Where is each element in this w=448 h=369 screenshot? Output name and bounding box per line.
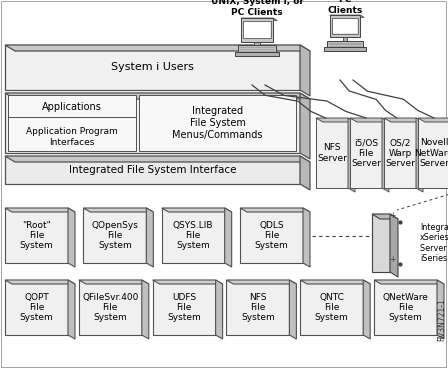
- Polygon shape: [68, 280, 75, 339]
- Text: PC
Clients: PC Clients: [327, 0, 362, 15]
- Bar: [254, 42, 259, 45]
- Polygon shape: [316, 118, 355, 122]
- Polygon shape: [5, 93, 310, 99]
- Bar: [316, 118, 348, 188]
- Polygon shape: [142, 280, 149, 339]
- Polygon shape: [224, 208, 232, 267]
- Polygon shape: [289, 280, 297, 339]
- Bar: [139, 95, 296, 151]
- Polygon shape: [226, 280, 297, 284]
- Text: +: +: [389, 255, 395, 264]
- Bar: [384, 118, 416, 188]
- Text: Integrated
File System
Menus/Commands: Integrated File System Menus/Commands: [172, 106, 263, 139]
- Polygon shape: [330, 15, 364, 17]
- Bar: [238, 45, 276, 52]
- Bar: [226, 280, 289, 335]
- Bar: [5, 156, 300, 184]
- Bar: [372, 214, 390, 272]
- Polygon shape: [300, 45, 310, 96]
- Text: Application Program
Interfaces: Application Program Interfaces: [26, 127, 118, 147]
- Text: NFS
Server: NFS Server: [317, 143, 347, 163]
- Bar: [235, 52, 279, 56]
- Bar: [244, 22, 270, 38]
- Text: QSYS.LIB
File
System: QSYS.LIB File System: [173, 221, 213, 251]
- Polygon shape: [350, 118, 389, 122]
- Polygon shape: [416, 118, 423, 192]
- Text: System i Users: System i Users: [111, 62, 194, 72]
- Polygon shape: [5, 156, 310, 162]
- Bar: [153, 280, 215, 335]
- Bar: [243, 21, 271, 38]
- Bar: [5, 280, 68, 335]
- Bar: [162, 208, 224, 263]
- Polygon shape: [384, 118, 423, 122]
- Bar: [5, 45, 300, 90]
- Bar: [324, 47, 366, 51]
- Text: i5/OS
File
Server: i5/OS File Server: [351, 138, 381, 168]
- Polygon shape: [146, 208, 153, 267]
- Text: UDFS
File
System: UDFS File System: [167, 293, 201, 323]
- Polygon shape: [153, 280, 223, 284]
- Polygon shape: [382, 118, 389, 192]
- Polygon shape: [5, 280, 75, 284]
- Text: QNTC
File
System: QNTC File System: [315, 293, 349, 323]
- Text: "Root"
File
System: "Root" File System: [20, 221, 53, 251]
- Polygon shape: [5, 208, 75, 212]
- Polygon shape: [300, 156, 310, 190]
- Bar: [333, 19, 357, 34]
- Text: Applications: Applications: [42, 102, 102, 112]
- Bar: [332, 18, 358, 34]
- Bar: [240, 208, 303, 263]
- Bar: [83, 208, 146, 263]
- Bar: [79, 280, 142, 335]
- Text: QFileSvr.400
File
System: QFileSvr.400 File System: [82, 293, 138, 323]
- Polygon shape: [437, 280, 444, 339]
- Bar: [5, 93, 300, 153]
- Bar: [418, 118, 448, 188]
- Text: QDLS
File
System: QDLS File System: [254, 221, 289, 251]
- Bar: [241, 18, 273, 42]
- Polygon shape: [162, 208, 232, 212]
- Polygon shape: [215, 280, 223, 339]
- Polygon shape: [300, 280, 370, 284]
- Polygon shape: [68, 208, 75, 267]
- Text: QNetWare
File
System: QNetWare File System: [383, 293, 428, 323]
- Bar: [327, 41, 362, 47]
- Text: RV3N721-1: RV3N721-1: [438, 299, 447, 341]
- Polygon shape: [83, 208, 153, 212]
- Polygon shape: [418, 118, 448, 122]
- Bar: [330, 15, 360, 37]
- Bar: [300, 280, 363, 335]
- Bar: [5, 208, 68, 263]
- Text: UNIX, System i, or
PC Clients: UNIX, System i, or PC Clients: [211, 0, 303, 17]
- Polygon shape: [5, 45, 310, 51]
- Polygon shape: [374, 280, 444, 284]
- Text: NFS
File
System: NFS File System: [241, 293, 275, 323]
- Text: Integrated
xSeries
Server for
iSeries: Integrated xSeries Server for iSeries: [420, 223, 448, 263]
- Text: +: +: [389, 211, 395, 220]
- Text: Novell
NetWare
Server: Novell NetWare Server: [414, 138, 448, 168]
- Polygon shape: [300, 93, 310, 159]
- Text: OS/2
Warp
Server: OS/2 Warp Server: [385, 138, 415, 168]
- Text: QOPT
File
System: QOPT File System: [20, 293, 53, 323]
- Polygon shape: [303, 208, 310, 267]
- Bar: [8, 95, 136, 151]
- Bar: [374, 280, 437, 335]
- Bar: [343, 37, 347, 41]
- Polygon shape: [372, 214, 398, 219]
- Polygon shape: [240, 208, 310, 212]
- Polygon shape: [390, 214, 398, 277]
- Polygon shape: [79, 280, 149, 284]
- Polygon shape: [363, 280, 370, 339]
- Polygon shape: [348, 118, 355, 192]
- Text: Integrated File System Interface: Integrated File System Interface: [69, 165, 236, 175]
- Polygon shape: [241, 18, 277, 21]
- Bar: [350, 118, 382, 188]
- Text: QOpenSys
File
System: QOpenSys File System: [91, 221, 138, 251]
